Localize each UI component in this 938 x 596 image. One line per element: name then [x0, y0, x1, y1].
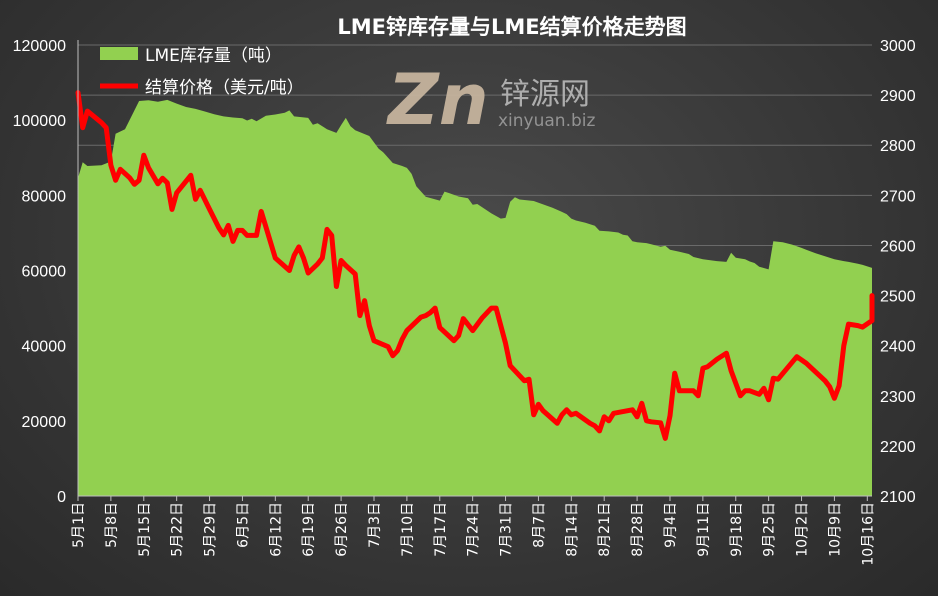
- x-tick-label: 5月15日: [137, 502, 153, 557]
- x-tick-label: 7月10日: [400, 502, 416, 557]
- legend-label-price: 结算价格（美元/吨）: [145, 78, 304, 98]
- right-tick-label: 2200: [880, 439, 916, 456]
- x-tick-label: 6月5日: [235, 502, 251, 548]
- right-y-axis-ticks: 2100 2200 2300 2400 2500 2600 2700 2800 2900 3000: [880, 38, 916, 506]
- x-tick-label: 6月19日: [301, 502, 317, 557]
- right-tick-label: 2900: [880, 88, 916, 105]
- price-line: [75, 90, 875, 441]
- x-tick-label: 7月24日: [466, 502, 482, 557]
- x-tick-label: 6月26日: [334, 502, 350, 557]
- left-tick-label: 80000: [22, 188, 67, 205]
- x-tick-label: 6月12日: [268, 502, 284, 557]
- inventory-area: [78, 99, 872, 497]
- legend-label-inventory: LME库存量（吨）: [145, 46, 282, 66]
- watermark-en: xinyuan.biz: [498, 111, 596, 131]
- right-tick-label: 2600: [880, 238, 916, 255]
- right-tick-label: 2700: [880, 188, 916, 205]
- left-tick-label: 20000: [22, 414, 67, 431]
- x-tick-label: 5月1日: [71, 502, 87, 548]
- x-tick-label: 8月21日: [597, 502, 613, 557]
- watermark: Zn 锌源网 xinyuan.biz: [386, 59, 596, 141]
- watermark-logo: Zn: [386, 59, 489, 141]
- x-tick-label: 7月3日: [367, 502, 383, 548]
- x-tick-label: 9月11日: [696, 502, 712, 557]
- left-y-axis-ticks: 0 20000 40000 60000 80000 100000 120000: [13, 38, 66, 506]
- x-tick-label: 5月8日: [104, 502, 120, 548]
- x-tick-label: 8月28日: [630, 502, 646, 557]
- x-tick-label: 7月31日: [499, 502, 515, 557]
- right-tick-label: 2500: [880, 289, 916, 306]
- x-tick-label: 10月2日: [795, 502, 811, 557]
- x-tick-label: 8月7日: [531, 502, 547, 548]
- right-tick-label: 2400: [880, 339, 916, 356]
- x-tick-label: 5月22日: [170, 502, 186, 557]
- legend-swatch-inventory: [100, 47, 138, 60]
- right-tick-label: 2800: [880, 138, 916, 155]
- left-tick-label: 40000: [22, 339, 67, 356]
- x-tick-label: 7月17日: [433, 502, 449, 557]
- right-tick-label: 2300: [880, 389, 916, 406]
- left-tick-label: 120000: [13, 38, 66, 55]
- axes: [77, 40, 872, 497]
- x-axis-ticks: 5月1日 5月8日 5月15日 5月22日 5月29日 6月5日 6月12日 6月19日 6月2…: [71, 496, 876, 566]
- x-tick-label: 8月14日: [564, 502, 580, 557]
- x-tick-label: 9月18日: [729, 502, 745, 557]
- left-tick-label: 0: [57, 489, 66, 506]
- watermark-cn: 锌源网: [500, 77, 590, 112]
- x-tick-label: 5月29日: [203, 502, 219, 557]
- right-tick-label: 3000: [880, 38, 916, 55]
- chart-title: LME锌库存量与LME结算价格走势图: [337, 15, 686, 39]
- x-tick-label: 10月16日: [860, 502, 876, 566]
- right-tick-label: 2100: [880, 489, 916, 506]
- left-tick-label: 100000: [13, 113, 66, 130]
- legend: LME库存量（吨） 结算价格（美元/吨）: [100, 46, 304, 98]
- x-tick-label: 9月4日: [663, 502, 679, 548]
- x-tick-label: 10月9日: [827, 502, 843, 557]
- left-tick-label: 60000: [22, 264, 67, 281]
- x-tick-label: 9月25日: [762, 502, 778, 557]
